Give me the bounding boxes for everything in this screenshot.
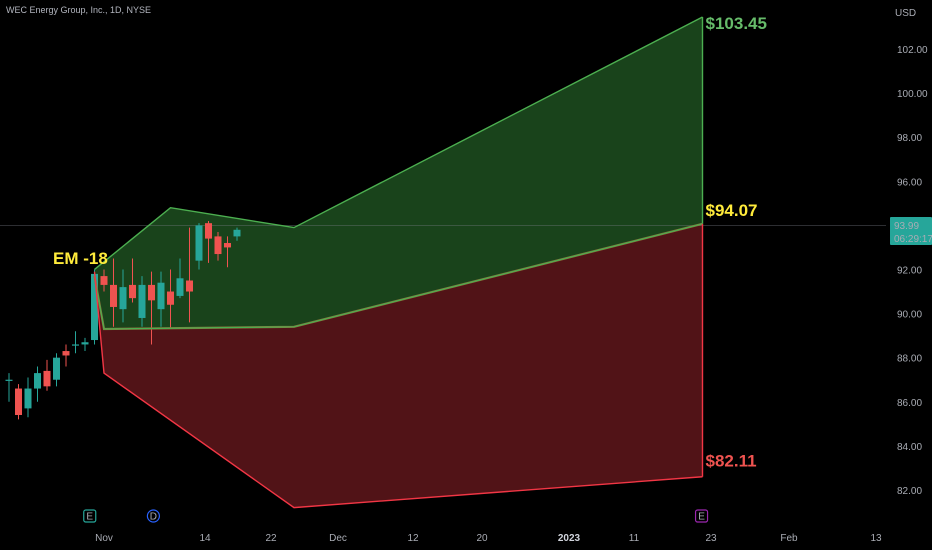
upper-range-line bbox=[94, 16, 703, 271]
y-tick-label: 86.00 bbox=[897, 398, 922, 409]
mid-target-label: $94.07 bbox=[706, 201, 758, 220]
candle-body[interactable] bbox=[5, 379, 13, 381]
candle-body[interactable] bbox=[157, 282, 165, 310]
candle-body[interactable] bbox=[53, 357, 60, 380]
upper-range-area bbox=[94, 17, 703, 330]
y-tick-label: 90.00 bbox=[897, 310, 922, 321]
currency-label: USD bbox=[895, 8, 916, 19]
price-box-countdown: 06:29:17 bbox=[894, 234, 932, 245]
candle-body[interactable] bbox=[214, 236, 222, 255]
lower-range-area bbox=[94, 223, 703, 508]
y-tick-label: 88.00 bbox=[897, 354, 922, 365]
event-marker-earnings[interactable] bbox=[83, 509, 97, 523]
upper-target-label: $103.45 bbox=[706, 14, 767, 33]
y-tick-label: 100.00 bbox=[897, 89, 928, 100]
candle-body[interactable] bbox=[224, 243, 231, 248]
candle-body[interactable] bbox=[24, 388, 32, 409]
candle-body[interactable] bbox=[91, 273, 98, 341]
x-tick-label: 23 bbox=[705, 533, 717, 544]
x-tick-label: Nov bbox=[95, 533, 113, 544]
price-box bbox=[890, 217, 932, 245]
y-tick-label: 82.00 bbox=[897, 486, 922, 497]
candle-body[interactable] bbox=[176, 278, 184, 296]
candle-body[interactable] bbox=[186, 280, 193, 292]
y-tick-label: 98.00 bbox=[897, 133, 922, 144]
candle-body[interactable] bbox=[15, 388, 22, 416]
candle-body[interactable] bbox=[81, 342, 89, 345]
candle-body[interactable] bbox=[62, 351, 70, 356]
event-marker-label: E bbox=[698, 512, 705, 523]
lower-target-label: $82.11 bbox=[706, 452, 757, 471]
lower-range-line bbox=[93, 271, 703, 509]
candle-body[interactable] bbox=[167, 291, 174, 305]
candle-body[interactable] bbox=[195, 225, 203, 261]
event-marker-dividend[interactable] bbox=[146, 509, 160, 523]
x-tick-label: 2023 bbox=[558, 533, 581, 544]
x-tick-label: 20 bbox=[476, 533, 488, 544]
candle-body[interactable] bbox=[72, 344, 79, 346]
mid-range-line bbox=[93, 223, 703, 330]
x-tick-label: Feb bbox=[780, 533, 798, 544]
candle-body[interactable] bbox=[233, 229, 241, 237]
candle-body[interactable] bbox=[119, 287, 127, 310]
x-tick-label: 13 bbox=[870, 533, 882, 544]
candle-body[interactable] bbox=[138, 284, 146, 318]
candle-body[interactable] bbox=[205, 223, 212, 239]
x-tick-label: 22 bbox=[265, 533, 277, 544]
y-tick-label: 102.00 bbox=[897, 45, 928, 56]
y-tick-label: 92.00 bbox=[897, 265, 922, 276]
x-tick-label: Dec bbox=[329, 533, 347, 544]
candle-body[interactable] bbox=[148, 284, 155, 301]
event-marker-label: E bbox=[86, 512, 93, 523]
event-marker-label: D bbox=[150, 512, 157, 523]
candle-body[interactable] bbox=[100, 276, 108, 285]
candle-body[interactable] bbox=[129, 284, 136, 299]
candle-body[interactable] bbox=[43, 370, 51, 387]
y-tick-label: 96.00 bbox=[897, 177, 922, 188]
event-marker-earnings[interactable] bbox=[694, 509, 709, 523]
candle-body[interactable] bbox=[34, 373, 41, 389]
y-tick-label: 84.00 bbox=[897, 442, 922, 453]
expected-move-annotation: EM -18 bbox=[53, 249, 108, 268]
x-tick-label: 14 bbox=[199, 533, 211, 544]
x-tick-label: 11 bbox=[629, 533, 640, 544]
chart-title: WEC Energy Group, Inc., 1D, NYSE bbox=[6, 5, 152, 15]
price-box-value: 93.99 bbox=[894, 221, 919, 232]
candle-body[interactable] bbox=[110, 284, 117, 307]
x-tick-label: 12 bbox=[407, 533, 419, 544]
